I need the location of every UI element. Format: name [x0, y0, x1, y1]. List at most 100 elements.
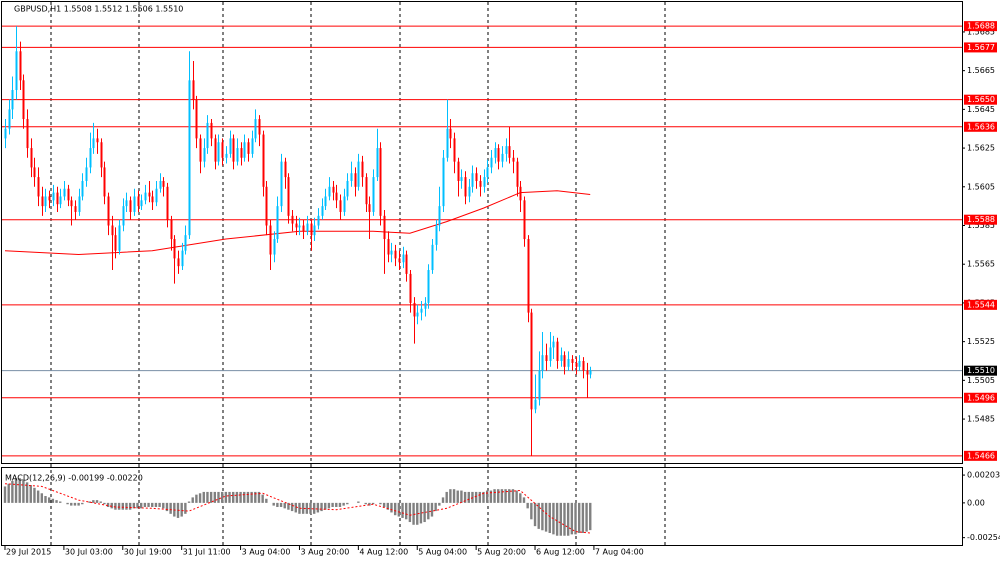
candle-body	[214, 138, 217, 162]
candle-body	[390, 250, 393, 255]
macd-bar	[526, 502, 529, 509]
chart-title: GBPUSD,H1 1.5508 1.5512 1.5506 1.5510	[14, 5, 183, 14]
macd-bar	[438, 502, 441, 506]
candle-body	[203, 148, 206, 162]
candle-body	[361, 161, 364, 178]
macd-bar	[478, 491, 482, 503]
macd-bar	[508, 489, 511, 503]
x-tick-label: 6 Aug 12:00	[536, 548, 585, 557]
candle-body	[368, 204, 371, 212]
candle-body	[15, 51, 18, 91]
macd-bar	[364, 502, 367, 505]
candle-body	[413, 302, 416, 317]
candle-body	[567, 359, 570, 367]
candle-body	[586, 370, 589, 375]
macd-bar	[180, 502, 183, 517]
macd-bar	[441, 497, 445, 503]
macd-bar	[357, 501, 360, 503]
x-tick-label: 7 Aug 04:00	[595, 548, 644, 557]
candle-body	[140, 200, 143, 207]
macd-signal	[4, 483, 591, 534]
macd-bar	[202, 491, 205, 503]
candle-body	[133, 196, 136, 212]
x-tick-label: 4 Aug 12:00	[359, 548, 408, 557]
macd-bar	[294, 502, 297, 513]
candle-body	[232, 138, 235, 162]
macd-bar	[220, 491, 224, 503]
macd-bar	[73, 502, 77, 506]
candle-body	[173, 239, 176, 259]
candle-body	[92, 138, 95, 149]
candle-body	[103, 167, 106, 197]
candle-body	[321, 206, 324, 216]
macd-bar	[463, 491, 467, 503]
candle-body	[457, 161, 460, 181]
level-box	[964, 392, 997, 403]
candle-body	[33, 167, 36, 178]
candle-body	[416, 312, 419, 317]
candle-body	[284, 161, 287, 178]
macd-bar	[504, 489, 507, 503]
macd-bar	[563, 502, 566, 536]
macd-bar	[257, 491, 261, 503]
candle-body	[229, 138, 232, 154]
macd-bar	[261, 494, 264, 503]
candle-body	[81, 180, 84, 197]
macd-bar	[117, 502, 121, 510]
macd-bar	[143, 502, 147, 507]
macd-bar	[246, 491, 250, 503]
candle-body	[291, 215, 294, 224]
macd-bar	[574, 502, 577, 535]
macd-bar	[585, 502, 588, 532]
macd-bar	[254, 491, 257, 503]
macd-bar	[47, 497, 51, 503]
macd-bar	[489, 490, 493, 503]
candle-body	[247, 142, 250, 154]
candle-body	[22, 80, 25, 120]
macd-bar	[95, 500, 99, 503]
macd-bar	[346, 502, 349, 505]
candle-body	[70, 200, 73, 207]
macd-bar	[533, 502, 537, 527]
y-tick-label: 1.5525	[967, 337, 995, 346]
plot-layer: 1.56851.56651.56451.56251.56051.55851.55…	[2, 21, 1000, 557]
candle-body	[184, 235, 187, 251]
candle-body	[111, 225, 114, 236]
candle-body	[199, 138, 202, 162]
y-tick-label: 1.5665	[967, 66, 995, 75]
macd-bar	[283, 502, 286, 509]
candle-body	[442, 157, 445, 207]
macd-bar	[335, 502, 338, 507]
candle-body	[449, 128, 452, 139]
macd-bar	[7, 483, 10, 503]
level-box	[964, 214, 997, 225]
candle-body	[8, 109, 11, 129]
candle-body	[217, 142, 220, 162]
y2-tick-label: 0.00	[967, 498, 985, 507]
macd-bar	[386, 502, 390, 510]
candle-body	[276, 206, 279, 240]
candle-body	[453, 138, 456, 162]
x-tick-label: 5 Aug 04:00	[418, 548, 467, 557]
macd-bar	[460, 490, 463, 503]
macd-bar	[522, 497, 526, 503]
candle-body	[310, 223, 313, 236]
candle-body	[379, 148, 382, 216]
candle-body	[545, 355, 548, 361]
candle-body	[552, 341, 555, 348]
candle-body	[420, 308, 423, 313]
macd-bar	[570, 502, 574, 535]
candle-body	[332, 186, 335, 193]
candle-body	[490, 157, 493, 168]
level-label: 1.5636	[967, 122, 995, 131]
candle-body	[195, 99, 198, 139]
candle-body	[335, 192, 338, 201]
macd-bar	[371, 502, 375, 505]
macd-bar	[40, 493, 44, 503]
macd-bar	[265, 498, 268, 503]
candle-body	[258, 119, 261, 135]
y-tick-label: 1.5685	[967, 27, 995, 36]
macd-bar	[408, 502, 412, 523]
macd-bar	[393, 502, 397, 516]
candle-body	[137, 196, 140, 207]
